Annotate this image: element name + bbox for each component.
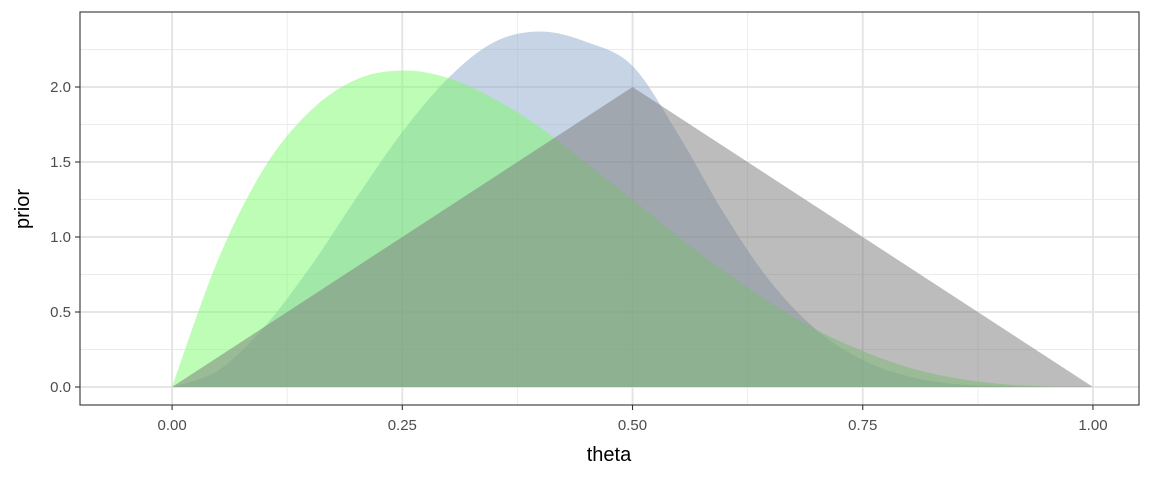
density-area-3	[172, 87, 1093, 387]
x-tick-label: 0.50	[618, 417, 647, 434]
x-tick-label: 0.75	[848, 417, 877, 434]
x-tick-label: 0.25	[388, 417, 417, 434]
x-axis-ticks: 0.00 0.25 0.50 0.75 1.00	[157, 405, 1108, 434]
y-axis-ticks: 0.0 0.5 1.0 1.5 2.0	[50, 79, 80, 396]
y-tick-label: 1.5	[50, 154, 71, 171]
y-axis-title: prior	[12, 189, 34, 229]
y-tick-label: 0.5	[50, 304, 71, 321]
y-tick-label: 2.0	[50, 79, 71, 96]
density-areas	[172, 31, 1093, 388]
y-tick-label: 1.0	[50, 229, 71, 246]
x-tick-label: 1.00	[1078, 417, 1107, 434]
x-axis-title: theta	[587, 444, 632, 466]
panel-border	[79, 11, 1140, 406]
y-tick-label: 0.0	[50, 379, 71, 396]
x-tick-label: 0.00	[157, 417, 186, 434]
